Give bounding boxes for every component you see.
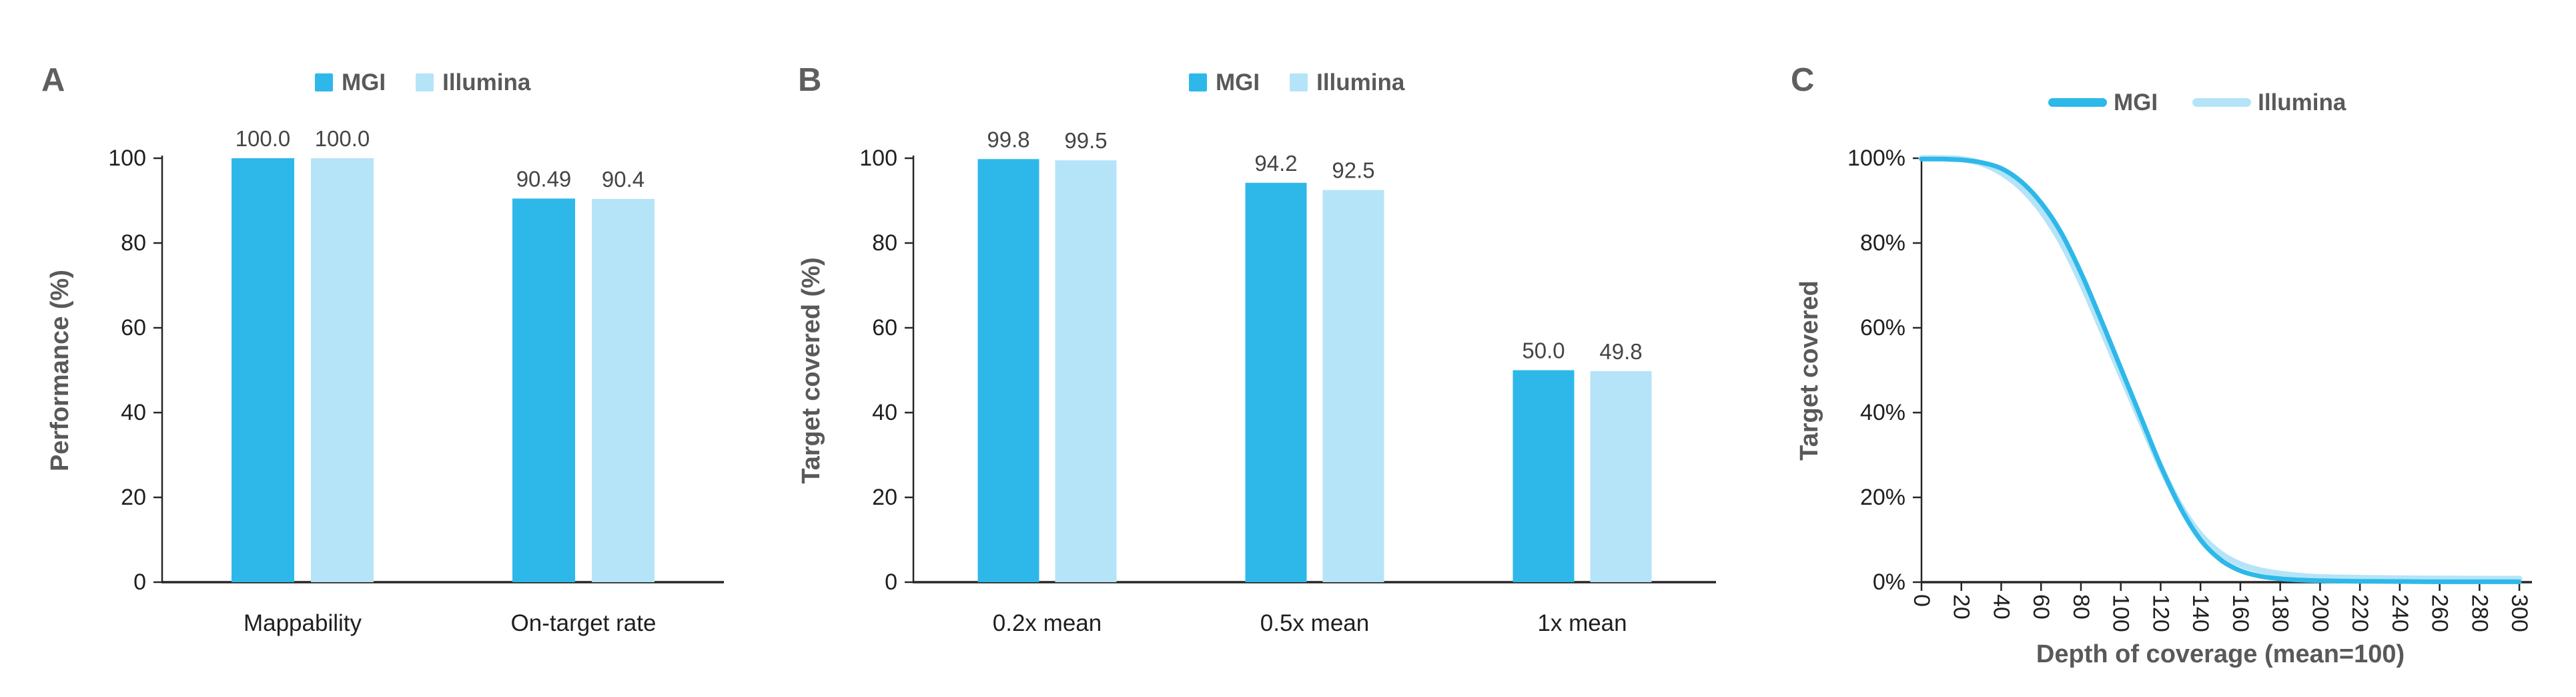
- category-label: Mappability: [244, 610, 362, 636]
- category-label: 1x mean: [1537, 610, 1627, 636]
- y-tick-label: 100: [859, 146, 897, 171]
- legend-label-mgi: MGI: [2114, 89, 2158, 115]
- y-tick-label: 0: [133, 569, 146, 595]
- bar-illumina-1: [1322, 190, 1384, 582]
- bar-mgi-1: [1245, 182, 1307, 583]
- bar-mgi-0: [977, 159, 1039, 582]
- category-label: On-target rate: [511, 610, 657, 636]
- bar-illumina-0: [1055, 160, 1117, 583]
- x-tick-label: 280: [2467, 594, 2492, 632]
- panel-label-c: C: [1791, 62, 1815, 98]
- y-tick-label: 60: [121, 315, 146, 340]
- x-tick-label: 260: [2427, 594, 2453, 632]
- legend-swatch-mgi: [315, 73, 333, 91]
- bar-value-label: 92.5: [1332, 158, 1374, 183]
- bar-value-label: 49.8: [1599, 339, 1642, 364]
- bar-illumina-2: [1590, 371, 1652, 582]
- y-tick-label: 80: [121, 230, 146, 256]
- y-tick-label: 20: [872, 485, 897, 510]
- bar-value-label: 100.0: [315, 126, 370, 151]
- category-label: 0.5x mean: [1260, 610, 1369, 636]
- y-tick-label: 60%: [1860, 315, 1905, 340]
- line-illumina: [1918, 155, 2523, 582]
- x-tick-label: 60: [2028, 594, 2054, 620]
- bar-value-label: 90.4: [602, 167, 645, 192]
- legend-label-mgi: MGI: [342, 69, 386, 95]
- bar-mgi-1: [512, 198, 575, 582]
- y-tick-label: 80%: [1860, 230, 1905, 256]
- x-tick-label: 180: [2268, 594, 2293, 632]
- legend-panel-b: MGI Illumina: [1189, 69, 1404, 95]
- legend-label-illumina: Illumina: [442, 69, 531, 95]
- x-tick-label: 100: [2108, 594, 2134, 632]
- bar-value-label: 99.8: [987, 127, 1029, 152]
- x-tick-label: 80: [2068, 594, 2094, 620]
- x-axis-title: Depth of coverage (mean=100): [2036, 640, 2405, 668]
- bar-value-label: 94.2: [1254, 151, 1297, 176]
- bar-value-label: 100.0: [236, 126, 291, 151]
- legend-swatch-illumina: [1290, 73, 1308, 91]
- legend-swatch-mgi: [1189, 73, 1207, 91]
- y-tick-label: 40: [872, 400, 897, 425]
- x-tick-label: 0: [1909, 594, 1934, 607]
- y-tick-label: 0%: [1873, 569, 1905, 595]
- x-tick-label: 200: [2307, 594, 2332, 632]
- legend-line-swatch-illumina: [2192, 97, 2252, 107]
- x-tick-label: 20: [1949, 594, 1974, 620]
- bar-value-label: 99.5: [1064, 128, 1107, 153]
- y-tick-label: 100: [108, 146, 146, 171]
- legend-label-mgi: MGI: [1216, 69, 1260, 95]
- legend-swatch-illumina: [416, 73, 434, 91]
- y-tick-label: 80: [872, 230, 897, 256]
- y-axis-title: Target covered: [1795, 280, 1823, 461]
- legend-label-illumina: Illumina: [2258, 89, 2346, 115]
- bar-illumina-1: [592, 198, 655, 583]
- legend-panel-c: MGI Illumina: [2048, 89, 2346, 115]
- y-tick-label: 100%: [1847, 146, 1905, 171]
- y-tick-label: 20%: [1860, 485, 1905, 510]
- y-tick-label: 40%: [1860, 400, 1905, 425]
- x-tick-label: 240: [2387, 594, 2413, 632]
- x-tick-label: 120: [2148, 594, 2173, 632]
- legend-line-swatch-mgi: [2048, 97, 2107, 107]
- bar-value-label: 90.49: [516, 166, 572, 191]
- bar-mgi-0: [232, 158, 294, 582]
- category-label: 0.2x mean: [993, 610, 1102, 636]
- line-mgi: [1919, 156, 2522, 584]
- y-axis-title: Performance (%): [46, 270, 74, 471]
- legend-panel-a: MGI Illumina: [315, 69, 530, 95]
- y-axis-title: Target covered (%): [797, 257, 825, 483]
- x-tick-label: 140: [2188, 594, 2213, 632]
- y-tick-label: 40: [121, 400, 146, 425]
- legend-label-illumina: Illumina: [1316, 69, 1405, 95]
- y-tick-label: 0: [885, 569, 897, 595]
- bar-mgi-2: [1513, 370, 1575, 582]
- x-tick-label: 220: [2347, 594, 2373, 632]
- x-tick-label: 300: [2507, 594, 2532, 632]
- bar-value-label: 50.0: [1522, 338, 1565, 363]
- y-tick-label: 60: [872, 315, 897, 340]
- x-tick-label: 40: [1989, 594, 2014, 620]
- bar-illumina-0: [311, 158, 374, 582]
- y-tick-label: 20: [121, 485, 146, 510]
- panel-label-b: B: [798, 62, 822, 98]
- x-tick-label: 160: [2228, 594, 2253, 632]
- panel-label-a: A: [41, 62, 65, 98]
